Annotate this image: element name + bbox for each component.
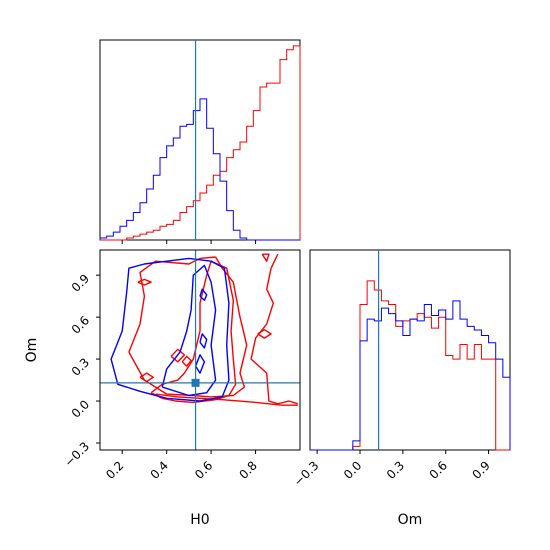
h0-marginal-histogram xyxy=(99,39,301,244)
om-marginal-histogram: −0.3 0.0 0.3 0.6 0.9 Om xyxy=(291,249,511,528)
h0-hist-series-1 xyxy=(99,98,300,241)
om-hist-series-0 xyxy=(310,280,510,451)
x-axis-title-om: Om xyxy=(398,512,423,528)
red-contour-9 xyxy=(170,348,186,363)
red-contour-5 xyxy=(137,278,152,286)
red-contour-6 xyxy=(257,329,272,339)
red-contour-3 xyxy=(128,256,248,398)
blue-contour-4 xyxy=(199,288,208,301)
red-contour-2 xyxy=(128,256,216,353)
red-contour-8 xyxy=(139,372,154,383)
contour-frame xyxy=(99,249,301,451)
contour-xtick-label-1: 0.4 xyxy=(148,458,171,481)
h0-om-contour-panel: 0.2 0.4 0.6 0.8 −0.3 0.0 0.3 0.6 0.9 H0 Om xyxy=(24,249,301,528)
contour-ytick-label-4: 0.9 xyxy=(69,271,92,294)
blue-contour-3 xyxy=(199,333,208,349)
blue-contour-1 xyxy=(161,264,217,397)
contour-ytick-label-3: 0.6 xyxy=(69,313,92,336)
h0-hist-frame xyxy=(99,39,301,241)
contour-ytick-label-1: 0.0 xyxy=(69,397,92,420)
om-hist-tick-label-2: 0.3 xyxy=(384,458,407,481)
om-hist-tick-label-3: 0.6 xyxy=(427,458,450,481)
contour-ytick-label-2: 0.3 xyxy=(69,355,92,378)
red-contour-0 xyxy=(155,393,298,406)
contour-truth-marker xyxy=(191,378,200,387)
om-hist-frame xyxy=(309,249,511,451)
h0-hist-series-0 xyxy=(100,45,301,241)
red-contour-7 xyxy=(261,253,270,262)
om-hist-series-1 xyxy=(310,300,511,451)
om-hist-tick-label-1: 0.0 xyxy=(341,458,364,481)
red-contour-1 xyxy=(250,253,299,405)
contour-xtick-label-3: 0.8 xyxy=(236,458,259,481)
blue-contour-2 xyxy=(194,354,206,374)
red-contour-4 xyxy=(150,260,237,404)
om-hist-tick-label-0: −0.3 xyxy=(291,458,322,489)
om-hist-tick-label-4: 0.9 xyxy=(470,458,493,481)
contour-ytick-label-0: −0.3 xyxy=(62,439,93,470)
red-contour-10 xyxy=(181,355,192,367)
contour-xtick-label-0: 0.2 xyxy=(103,458,126,481)
y-axis-title-om: Om xyxy=(24,338,40,363)
contour-xtick-label-2: 0.6 xyxy=(192,458,215,481)
blue-contour-0 xyxy=(110,257,230,402)
x-axis-title-h0: H0 xyxy=(190,512,209,528)
